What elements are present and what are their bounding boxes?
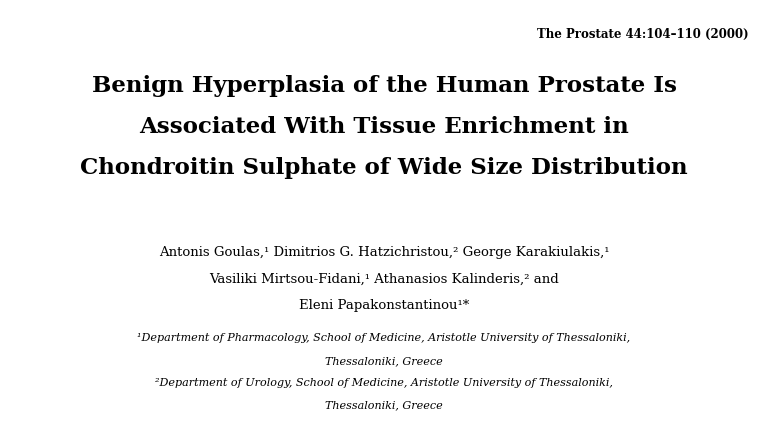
Text: Chondroitin Sulphate of Wide Size Distribution: Chondroitin Sulphate of Wide Size Distri…	[80, 157, 688, 179]
Text: Benign Hyperplasia of the Human Prostate Is: Benign Hyperplasia of the Human Prostate…	[91, 75, 677, 97]
Text: ²Department of Urology, School of Medicine, Aristotle University of Thessaloniki: ²Department of Urology, School of Medici…	[155, 377, 613, 387]
Text: Associated With Tissue Enrichment in: Associated With Tissue Enrichment in	[139, 116, 629, 138]
Text: ¹Department of Pharmacology, School of Medicine, Aristotle University of Thessal: ¹Department of Pharmacology, School of M…	[137, 332, 631, 343]
Text: Thessaloniki, Greece: Thessaloniki, Greece	[325, 355, 443, 365]
Text: Antonis Goulas,¹ Dimitrios G. Hatzichristou,² George Karakiulakis,¹: Antonis Goulas,¹ Dimitrios G. Hatzichris…	[159, 245, 609, 258]
Text: The Prostate 44:104–110 (2000): The Prostate 44:104–110 (2000)	[537, 28, 749, 41]
Text: Eleni Papakonstantinou¹*: Eleni Papakonstantinou¹*	[299, 298, 469, 311]
Text: Thessaloniki, Greece: Thessaloniki, Greece	[325, 399, 443, 410]
Text: Vasiliki Mirtsou-Fidani,¹ Athanasios Kalinderis,² and: Vasiliki Mirtsou-Fidani,¹ Athanasios Kal…	[209, 272, 559, 285]
